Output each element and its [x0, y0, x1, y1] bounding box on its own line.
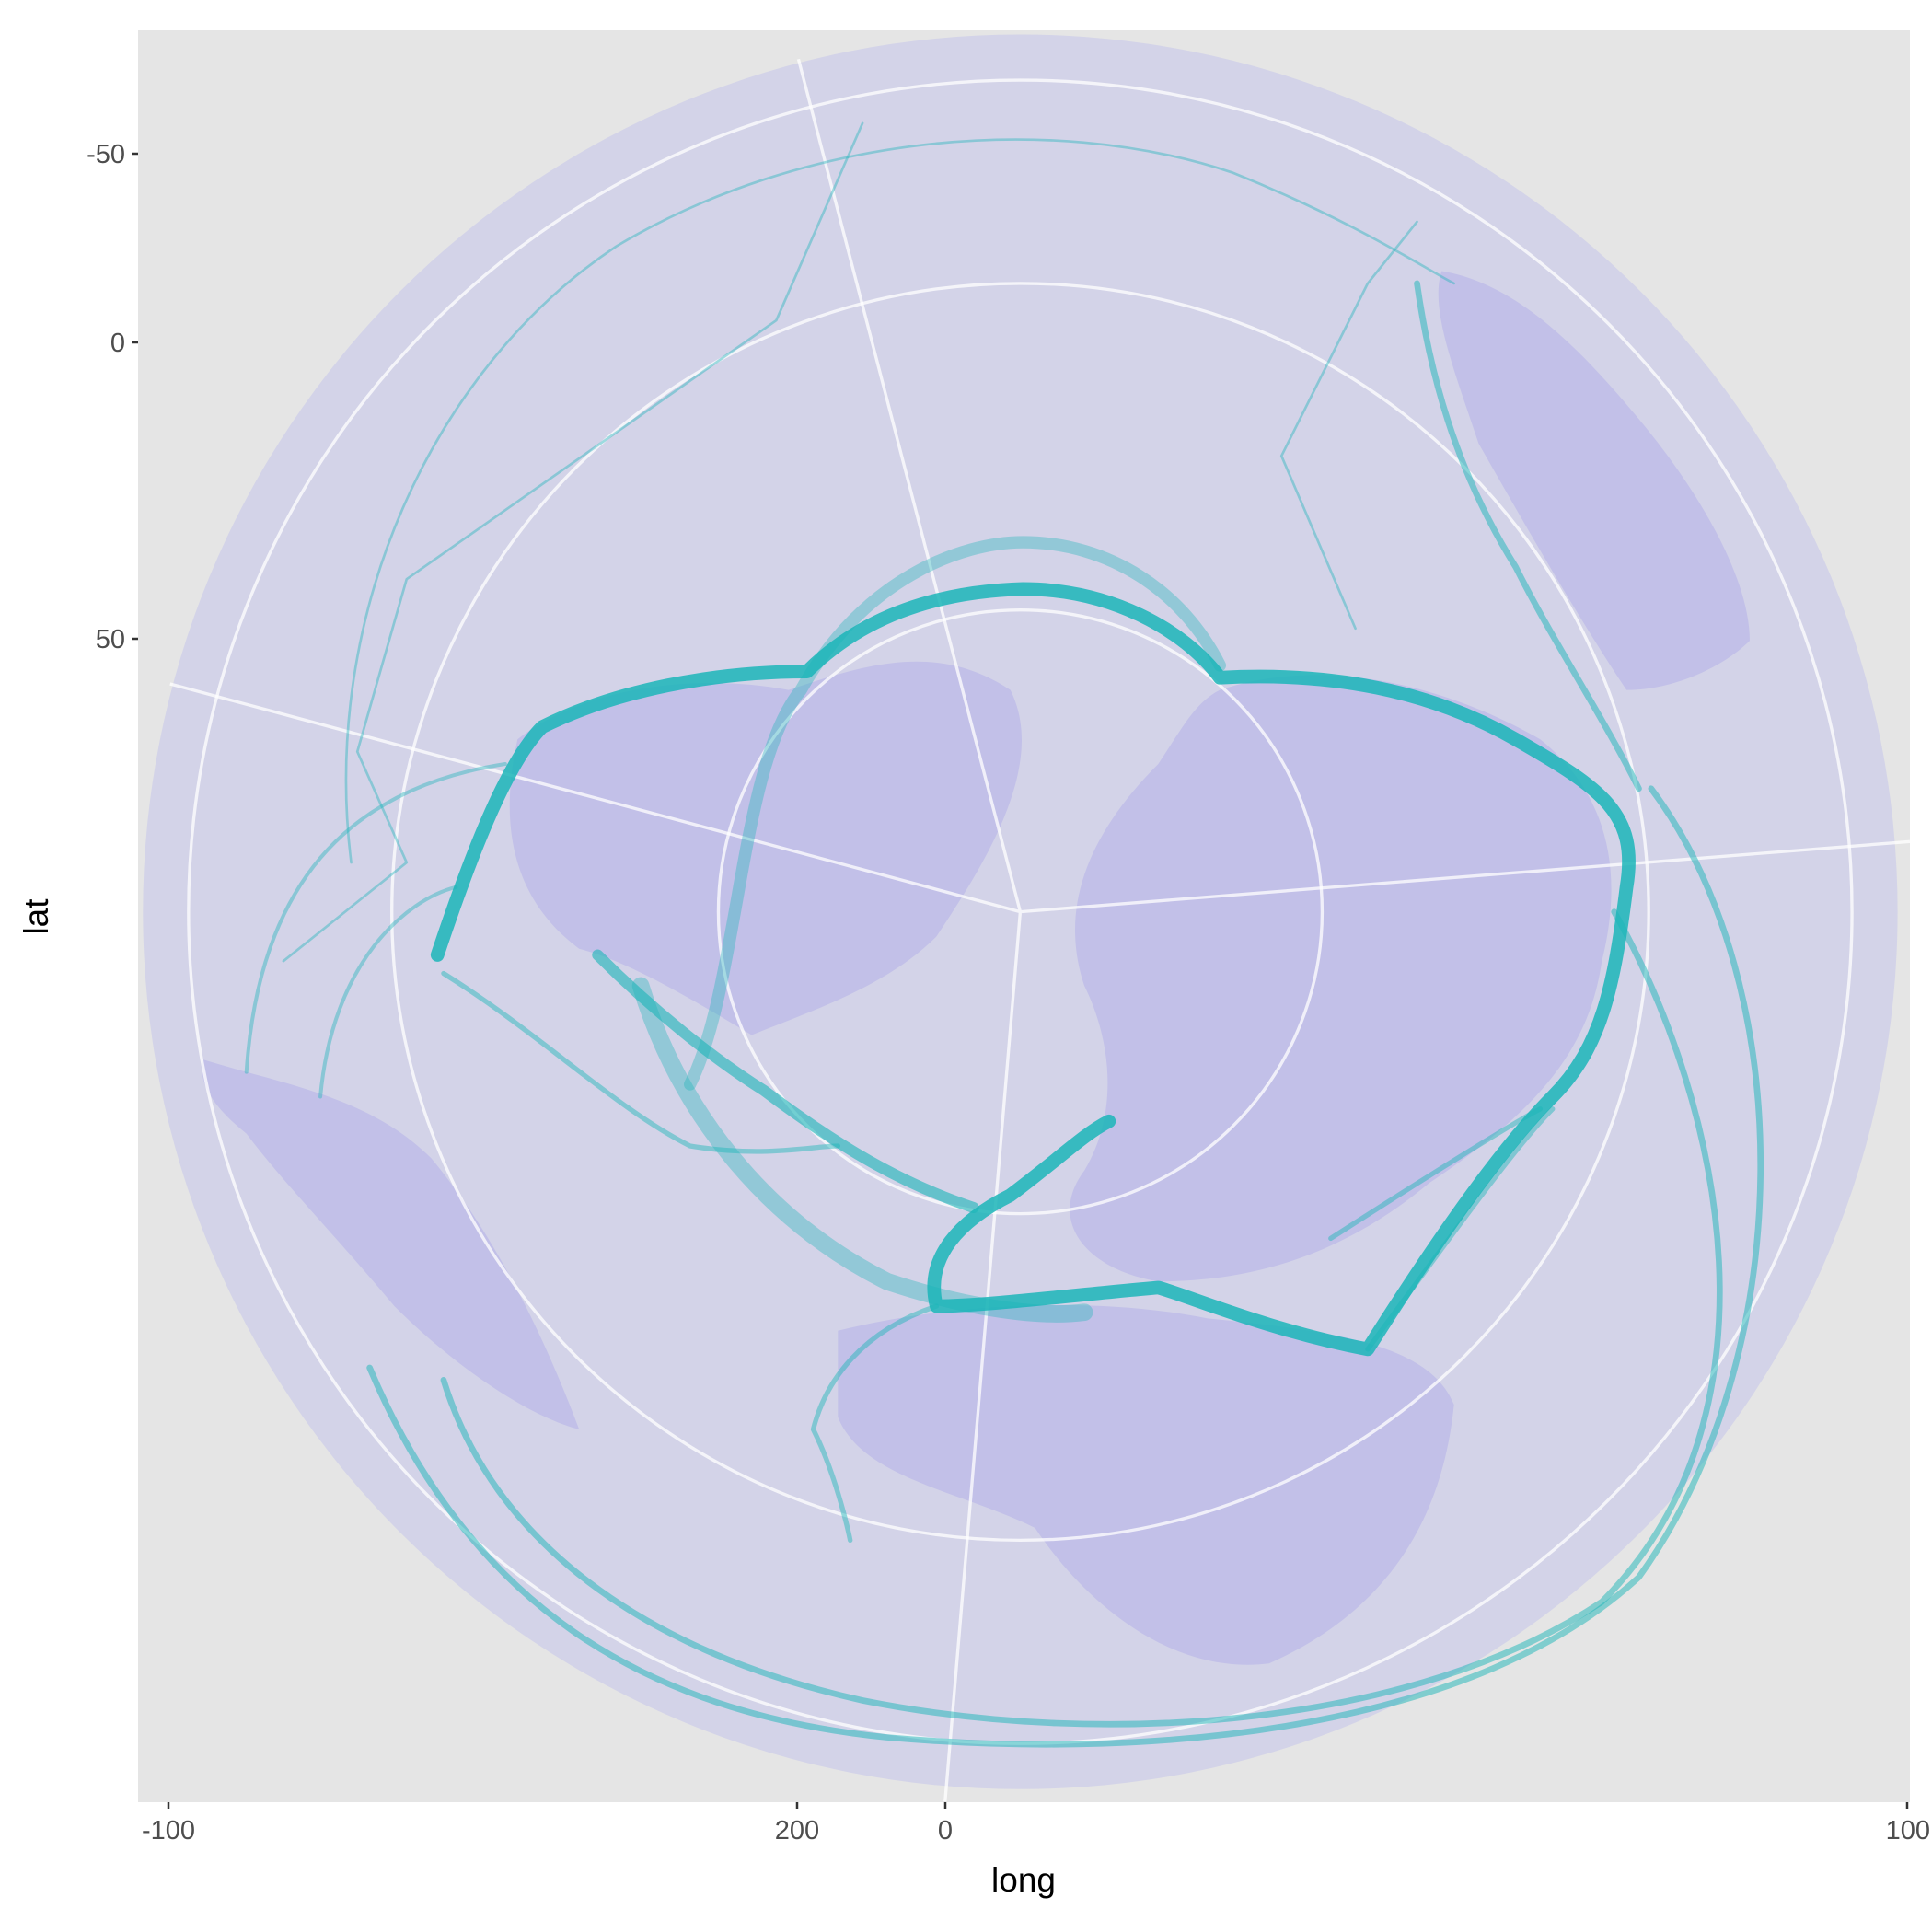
eurasia [1070, 675, 1612, 1282]
cable [244, 761, 507, 1099]
globe [143, 34, 1911, 1802]
y-tick-label: -50 [87, 140, 125, 169]
y-tick-label: 0 [110, 329, 125, 358]
x-tick-label: 200 [775, 1816, 819, 1845]
x-tick-label: 0 [938, 1816, 953, 1845]
cable [683, 536, 1227, 1091]
x-axis-title: long [991, 1861, 1056, 1899]
cable [1414, 280, 1642, 792]
africa [838, 1304, 1454, 1665]
australia [1438, 271, 1750, 690]
x-tick-label: 100 [1886, 1816, 1930, 1845]
x-tick-label: -100 [142, 1816, 195, 1845]
cable [1328, 1106, 1556, 1352]
cable [344, 138, 1456, 864]
cable [282, 121, 1418, 963]
graticule [390, 282, 1650, 1543]
y-tick-label: 50 [96, 625, 125, 654]
cable [430, 582, 1636, 1357]
graticule [716, 607, 1325, 1216]
south-america [202, 1059, 580, 1429]
greenland [754, 850, 937, 977]
cable [440, 908, 1723, 1728]
cable [366, 785, 1764, 1748]
cable [592, 949, 979, 1213]
y-axis-title: lat [17, 898, 55, 935]
graticule [169, 58, 1911, 1802]
cable [631, 977, 1093, 1323]
axes: -100 200 0 100 -50 0 50 long lat [17, 140, 1930, 1899]
cable [441, 970, 940, 1544]
